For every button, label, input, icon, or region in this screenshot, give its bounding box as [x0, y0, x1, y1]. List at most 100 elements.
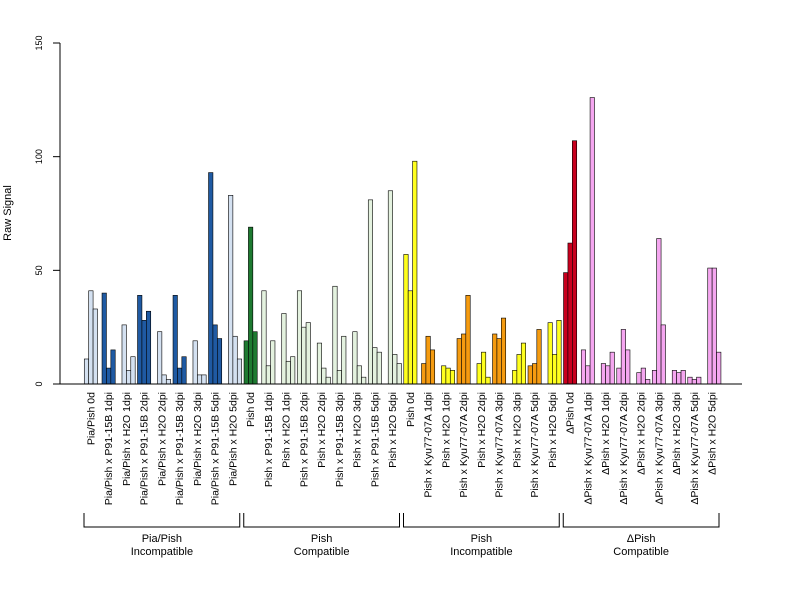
bar: [660, 324, 666, 385]
bar: [430, 349, 436, 385]
x-tick-label: Pish 0d: [245, 392, 257, 427]
bar: [101, 292, 107, 385]
bar: [130, 356, 136, 385]
x-tick-label: ΔPish 0d: [565, 392, 577, 434]
x-tick-label: Pia/Pish x P91-15B 3dpi: [174, 392, 186, 505]
x-tick-label: ΔPish x Kyu77-07A 5dpi: [689, 392, 701, 505]
bar: [217, 338, 223, 385]
bar: [121, 324, 127, 385]
bar: [281, 313, 287, 385]
group-label: Pish: [471, 533, 492, 545]
bar: [481, 351, 487, 385]
bar: [465, 295, 471, 385]
bar: [600, 363, 606, 385]
bar: [449, 370, 455, 385]
bar: [172, 295, 178, 385]
bar: [636, 372, 642, 385]
x-tick-labels: Pia/Pish 0d Pia/Pish x P91-15B 1dpi Pia/Pi…: [85, 392, 718, 505]
bar: [556, 320, 562, 385]
x-tick-label: Pia/Pish x H2O 5dpi: [227, 392, 239, 486]
y-tick-label: 0: [34, 381, 44, 386]
x-tick-label: Pia/Pish 0d: [85, 392, 97, 445]
bar: [236, 358, 242, 385]
bar: [321, 367, 327, 385]
x-tick-label: Pia/Pish x H2O 2dpi: [156, 392, 168, 486]
bar: [412, 160, 418, 385]
bars: [83, 97, 722, 385]
bar: [372, 347, 378, 385]
bar: [325, 376, 331, 385]
bar: [296, 290, 302, 385]
bar: [456, 338, 462, 385]
bar: [687, 376, 693, 385]
x-tick-label: Pish x H2O 3dpi: [352, 392, 364, 468]
bar: [403, 254, 409, 385]
bar: [609, 351, 615, 385]
bar: [516, 354, 522, 385]
x-tick-label: Pish x H2O 5dpi: [387, 392, 399, 468]
bar: [352, 331, 358, 385]
bar: [567, 242, 573, 385]
x-tick-label: Pish x H2O 2dpi: [476, 392, 488, 468]
group-bracket: [243, 513, 400, 528]
x-tick-label: Pish x P91-15B 1dpi: [263, 392, 275, 487]
bar: [177, 367, 183, 385]
bar: [305, 322, 311, 385]
bar: [532, 363, 538, 385]
bar: [197, 374, 203, 385]
bar: [676, 372, 682, 385]
bar: [316, 342, 322, 385]
bar: [407, 290, 413, 385]
group-bracket: [83, 513, 241, 528]
x-tick-label: Pish x H2O 5dpi: [547, 392, 559, 468]
bar: [137, 295, 143, 385]
group-label-subtitle: Incompatible: [450, 546, 512, 558]
bar: [651, 370, 657, 385]
bar: [336, 370, 342, 385]
x-tick-label: Pish x P91-15B 5dpi: [369, 392, 381, 487]
bar: [707, 267, 713, 385]
group-bracket: [403, 513, 560, 528]
x-tick-label: Pish x P91-15B 3dpi: [334, 392, 346, 487]
x-tick-label: Pish x Kyu77-07A 3dpi: [494, 392, 506, 498]
bar: [252, 331, 258, 385]
x-tick-label: Pia/Pish x H2O 1dpi: [121, 392, 133, 486]
bar: [625, 349, 631, 385]
bar: [261, 290, 267, 385]
x-tick-label: Pish x Kyu77-07A 5dpi: [529, 392, 541, 498]
bar: [208, 172, 214, 385]
bar: [616, 367, 622, 385]
group-label: Pish: [311, 533, 332, 545]
bar: [441, 365, 447, 385]
bar: [361, 376, 367, 385]
bar: [290, 356, 296, 385]
group-label-subtitle: Compatible: [294, 546, 350, 558]
x-tick-label: Pia/Pish x P91-15B 2dpi: [139, 392, 151, 505]
bar: [376, 351, 382, 385]
bar: [711, 267, 717, 385]
x-tick-label: Pish x P91-15B 2dpi: [298, 392, 310, 487]
bar: [141, 320, 147, 385]
bar: [201, 374, 207, 385]
bar: [501, 317, 507, 385]
x-tick-label: ΔPish x Kyu77-07A 1dpi: [582, 392, 594, 505]
x-tick-label: Pish x Kyu77-07A 2dpi: [458, 392, 470, 498]
bar: [92, 308, 98, 385]
bar: [126, 370, 132, 385]
bar: [332, 285, 338, 385]
group-label-subtitle: Incompatible: [131, 546, 193, 558]
group-brackets: Pia/PishIncompatiblePishCompatiblePishIn…: [83, 513, 720, 558]
bar: [589, 97, 595, 385]
bar: [563, 272, 569, 385]
x-tick-label: Pia/Pish x P91-15B 1dpi: [103, 392, 115, 505]
bar: [485, 376, 491, 385]
bar: [552, 354, 558, 385]
x-tick-label: ΔPish x H2O 1dpi: [600, 392, 612, 475]
bar: [476, 363, 482, 385]
bar: [396, 363, 402, 385]
bar: [228, 195, 234, 385]
x-tick-label: Pish x Kyu77-07A 1dpi: [423, 392, 435, 498]
y-axis: 0 50 100 150: [34, 35, 61, 387]
y-axis-label: Raw Signal: [2, 185, 14, 241]
